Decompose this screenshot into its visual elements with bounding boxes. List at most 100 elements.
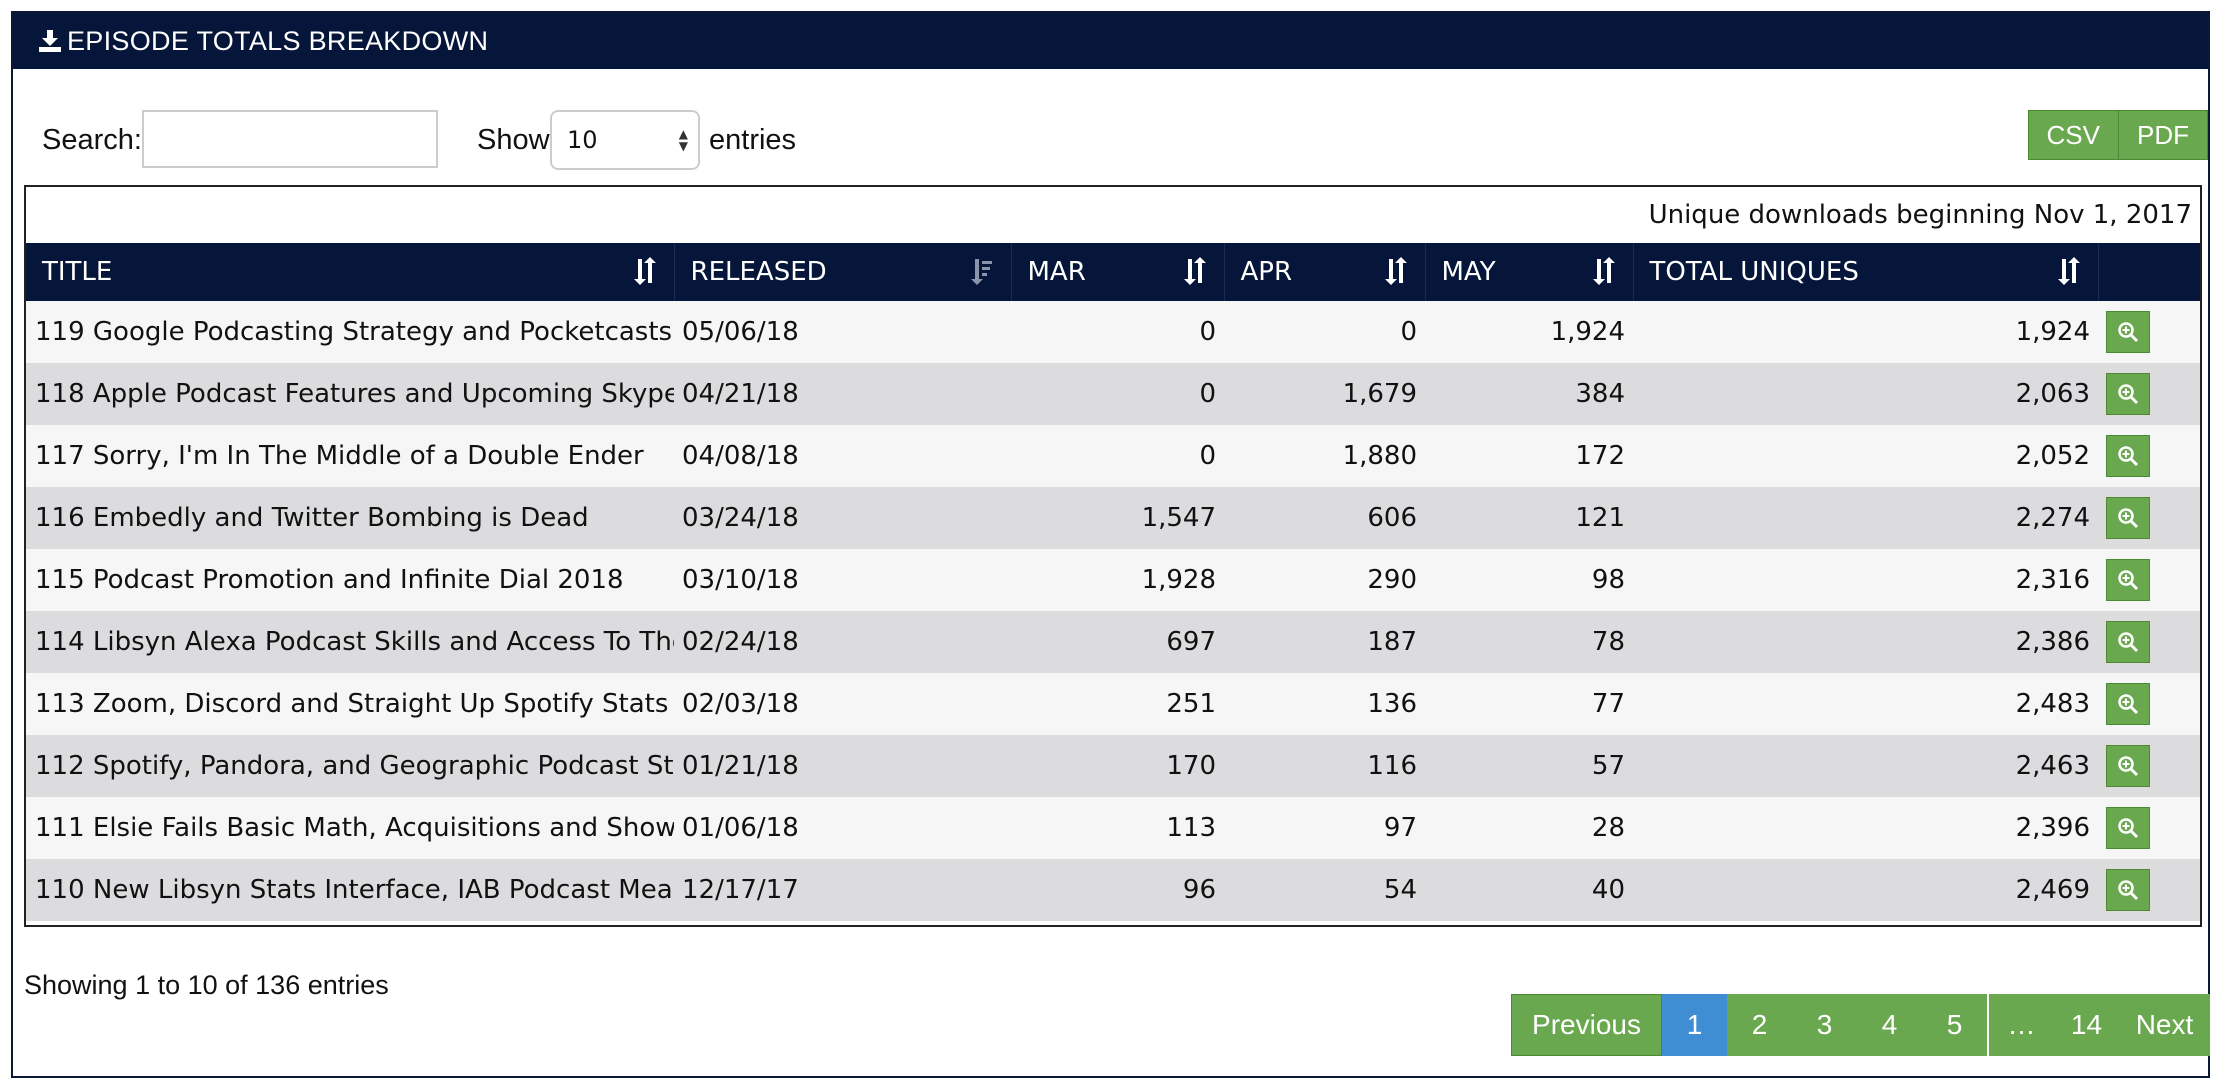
select-arrows-icon: ▲ ▼ [678, 127, 688, 153]
apr-cell: 1,679 [1224, 363, 1425, 425]
zoom-button[interactable] [2106, 435, 2150, 477]
episode-totals-panel: EPISODE TOTALS BREAKDOWN Search: Show 10… [11, 11, 2210, 1078]
header-apr[interactable]: APR [1224, 243, 1426, 301]
table-row: 115 Podcast Promotion and Infinite Dial … [26, 549, 2200, 611]
may-cell: 172 [1425, 425, 1633, 487]
header-title[interactable]: TITLE [26, 243, 675, 301]
total-uniques-cell: 2,052 [1633, 425, 2098, 487]
page-1-button[interactable]: 1 [1662, 994, 1727, 1056]
table-row: 117 Sorry, I'm In The Middle of a Double… [26, 425, 2200, 487]
header-mar[interactable]: MAR [1011, 243, 1225, 301]
mar-cell: 0 [1011, 301, 1224, 363]
table-info: Showing 1 to 10 of 136 entries [24, 970, 389, 1000]
released-cell: 01/21/18 [674, 735, 1011, 797]
episodes-table: Unique downloads beginning Nov 1, 2017 T… [24, 185, 2202, 927]
may-cell: 40 [1425, 859, 1633, 921]
sort-icon [1183, 257, 1206, 285]
zoom-button[interactable] [2106, 745, 2150, 787]
zoom-button[interactable] [2106, 311, 2150, 353]
released-cell: 03/10/18 [674, 549, 1011, 611]
header-total-uniques[interactable]: TOTAL UNIQUES [1633, 243, 2099, 301]
mar-cell: 113 [1011, 797, 1224, 859]
total-uniques-cell: 2,316 [1633, 549, 2098, 611]
episode-title-cell: 117 Sorry, I'm In The Middle of a Double… [26, 425, 674, 487]
table-header-row: TITLE RELEASED MAR APR MAY TOTAL UNIQUES [26, 243, 2200, 301]
zoom-in-icon [2118, 632, 2139, 653]
zoom-in-icon [2118, 508, 2139, 529]
released-cell: 03/24/18 [674, 487, 1011, 549]
mar-cell: 170 [1011, 735, 1224, 797]
export-buttons: CSV PDF [2027, 110, 2208, 160]
released-cell: 02/03/18 [674, 673, 1011, 735]
released-cell: 04/21/18 [674, 363, 1011, 425]
row-action-cell [2098, 301, 2200, 363]
mar-cell: 96 [1011, 859, 1224, 921]
header-released[interactable]: RELEASED [674, 243, 1012, 301]
panel-title: EPISODE TOTALS BREAKDOWN [67, 25, 489, 56]
zoom-button[interactable] [2106, 869, 2150, 911]
apr-cell: 606 [1224, 487, 1425, 549]
table-row: 118 Apple Podcast Features and Upcoming … [26, 363, 2200, 425]
header-may[interactable]: MAY [1425, 243, 1634, 301]
csv-button[interactable]: CSV [2028, 111, 2118, 159]
header-actions [2098, 243, 2200, 301]
episode-title-cell: 114 Libsyn Alexa Podcast Skills and Acce… [26, 611, 674, 673]
zoom-in-icon [2118, 756, 2139, 777]
total-uniques-cell: 2,483 [1633, 673, 2098, 735]
previous-button[interactable]: Previous [1511, 994, 1662, 1056]
released-cell: 12/17/17 [674, 859, 1011, 921]
table-row: 119 Google Podcasting Strategy and Pocke… [26, 301, 2200, 363]
episode-title-cell: 111 Elsie Fails Basic Math, Acquisitions… [26, 797, 674, 859]
may-cell: 28 [1425, 797, 1633, 859]
apr-cell: 187 [1224, 611, 1425, 673]
mar-cell: 0 [1011, 425, 1224, 487]
zoom-button[interactable] [2106, 559, 2150, 601]
zoom-in-icon [2118, 322, 2139, 343]
mar-cell: 697 [1011, 611, 1224, 673]
sort-desc-icon [970, 259, 992, 285]
zoom-in-icon [2118, 384, 2139, 405]
entries-length-select[interactable]: 10 ▲ ▼ [550, 110, 700, 170]
total-uniques-cell: 2,274 [1633, 487, 2098, 549]
page-5-button[interactable]: 5 [1922, 994, 1987, 1056]
pdf-button[interactable]: PDF [2118, 111, 2207, 159]
released-cell: 05/06/18 [674, 301, 1011, 363]
zoom-button[interactable] [2106, 807, 2150, 849]
apr-cell: 54 [1224, 859, 1425, 921]
table-row: 111 Elsie Fails Basic Math, Acquisitions… [26, 797, 2200, 859]
episode-title-cell: 112 Spotify, Pandora, and Geographic Pod… [26, 735, 674, 797]
episode-title-cell: 113 Zoom, Discord and Straight Up Spotif… [26, 673, 674, 735]
entries-label: entries [709, 124, 797, 156]
may-cell: 121 [1425, 487, 1633, 549]
apr-cell: 116 [1224, 735, 1425, 797]
zoom-button[interactable] [2106, 683, 2150, 725]
apr-cell: 0 [1224, 301, 1425, 363]
zoom-button[interactable] [2106, 373, 2150, 415]
row-action-cell [2098, 611, 2200, 673]
search-input[interactable] [142, 110, 438, 168]
may-cell: 57 [1425, 735, 1633, 797]
page-14-button[interactable]: 14 [2054, 994, 2119, 1056]
next-button[interactable]: Next [2119, 994, 2210, 1056]
episode-title-cell: 118 Apple Podcast Features and Upcoming … [26, 363, 674, 425]
mar-cell: 1,928 [1011, 549, 1224, 611]
zoom-button[interactable] [2106, 621, 2150, 663]
total-uniques-cell: 1,924 [1633, 301, 2098, 363]
pagination-ellipsis: … [1987, 994, 2054, 1056]
episode-title-cell: 116 Embedly and Twitter Bombing is Dead [26, 487, 674, 549]
total-uniques-cell: 2,063 [1633, 363, 2098, 425]
zoom-button[interactable] [2106, 497, 2150, 539]
show-label: Show [477, 124, 550, 156]
released-cell: 01/06/18 [674, 797, 1011, 859]
page-2-button[interactable]: 2 [1727, 994, 1792, 1056]
total-uniques-cell: 2,386 [1633, 611, 2098, 673]
released-cell: 02/24/18 [674, 611, 1011, 673]
pagination: Previous 1 2 3 4 5 … 14 Next [1511, 994, 2210, 1056]
page-4-button[interactable]: 4 [1857, 994, 1922, 1056]
sort-icon [2057, 257, 2080, 285]
may-cell: 77 [1425, 673, 1633, 735]
download-icon [39, 30, 61, 52]
row-action-cell [2098, 363, 2200, 425]
row-action-cell [2098, 735, 2200, 797]
page-3-button[interactable]: 3 [1792, 994, 1857, 1056]
